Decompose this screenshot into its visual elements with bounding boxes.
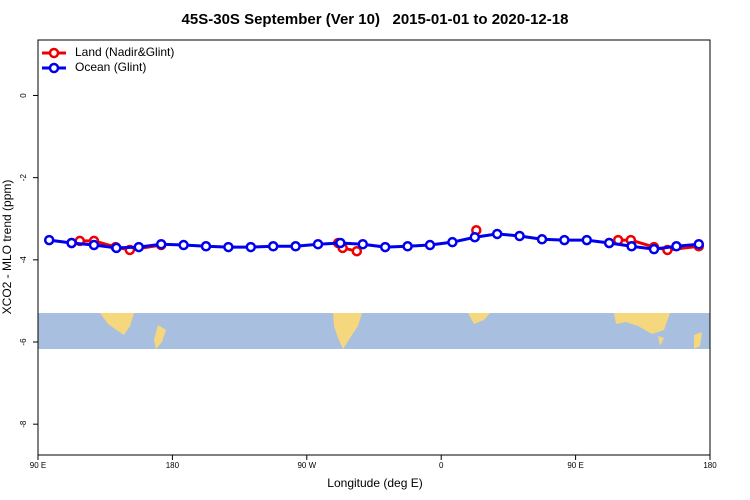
data-point xyxy=(88,239,100,251)
data-point xyxy=(312,238,324,250)
data-point xyxy=(603,237,615,249)
map-land xyxy=(614,313,670,334)
data-point xyxy=(581,234,593,246)
map-land xyxy=(100,313,134,335)
map-land xyxy=(154,325,166,349)
data-point xyxy=(155,238,167,250)
data-point xyxy=(133,241,145,253)
x-tick-label: 0 xyxy=(439,461,444,470)
data-point xyxy=(536,234,548,245)
data-point xyxy=(245,241,257,253)
data-point xyxy=(559,234,570,246)
legend-marker xyxy=(48,62,60,74)
y-tick-label: -4 xyxy=(19,256,28,264)
x-tick-label: 90 E xyxy=(30,461,46,470)
data-point xyxy=(351,245,363,257)
data-point xyxy=(402,241,413,252)
x-axis-label: Longitude (deg E) xyxy=(327,476,422,490)
legend-label: Ocean (Glint) xyxy=(75,60,146,74)
data-point xyxy=(447,236,458,248)
y-tick-label: -2 xyxy=(19,174,28,182)
data-point xyxy=(379,241,391,253)
x-tick-label: 180 xyxy=(166,461,180,470)
map-land xyxy=(468,313,490,324)
map-land xyxy=(658,336,664,346)
data-point xyxy=(111,242,122,254)
map-land xyxy=(333,313,362,349)
data-point xyxy=(335,237,346,249)
data-point xyxy=(671,241,682,252)
data-point xyxy=(626,241,637,252)
data-point xyxy=(693,238,705,250)
data-point xyxy=(267,241,279,252)
data-point xyxy=(290,241,301,252)
plot-frame xyxy=(37,39,711,456)
data-point xyxy=(178,239,189,251)
data-point xyxy=(648,243,660,255)
data-point xyxy=(514,230,525,242)
data-point xyxy=(491,228,503,240)
map-strip xyxy=(38,313,710,349)
chart-title: 45S-30S September (Ver 10) 2015-01-01 to… xyxy=(182,11,569,28)
legend-marker xyxy=(48,47,60,59)
y-axis-label: XCO2 - MLO trend (ppm) xyxy=(0,180,14,315)
x-tick-label: 90 W xyxy=(297,461,316,470)
data-point xyxy=(469,231,481,243)
data-point xyxy=(424,239,436,251)
series-line xyxy=(49,232,699,251)
legend-label: Land (Nadir&Glint) xyxy=(75,45,174,59)
y-tick-label: -8 xyxy=(19,420,28,428)
data-point xyxy=(357,238,369,250)
data-point xyxy=(223,241,234,253)
y-tick-label: -6 xyxy=(19,338,28,346)
map-land xyxy=(694,332,702,349)
data-point xyxy=(200,241,212,252)
x-tick-label: 90 E xyxy=(567,461,583,470)
data-point xyxy=(43,234,55,246)
map-ocean xyxy=(38,313,710,349)
y-tick-label: 0 xyxy=(19,93,28,98)
x-tick-label: 180 xyxy=(703,461,717,470)
data-point xyxy=(66,237,77,249)
